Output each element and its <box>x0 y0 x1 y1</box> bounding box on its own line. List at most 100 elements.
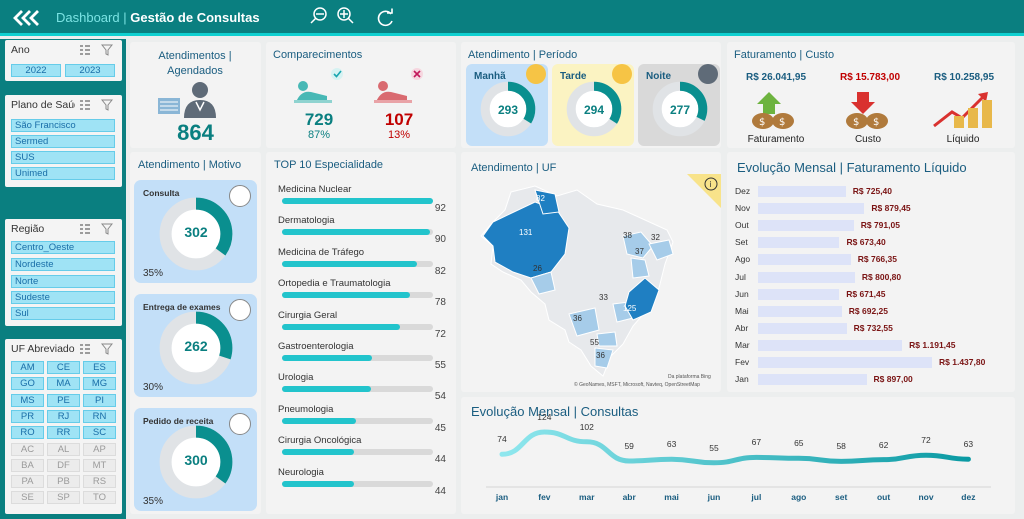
slicer-item[interactable]: RO <box>11 426 44 440</box>
slicer-item[interactable]: AL <box>47 442 80 456</box>
faturamento-value: R$ 26.041,95 <box>745 72 807 83</box>
revenue-bar <box>758 288 840 300</box>
slicer-item[interactable]: MS <box>11 393 44 407</box>
card-title: Atendimento | UF <box>471 162 557 174</box>
revenue-row[interactable]: Fev R$ 1.437,80 <box>735 357 1015 370</box>
slicer-item[interactable]: RS <box>83 475 116 489</box>
custo-value: R$ 15.783,00 <box>839 72 901 83</box>
specialty-row[interactable]: Neurologia 44 <box>278 467 448 497</box>
revenue-value: R$ 1.191,45 <box>909 339 956 350</box>
data-label: 67 <box>751 437 762 448</box>
slicer-item[interactable]: SE <box>11 491 44 505</box>
motivo-tile[interactable]: Entrega de exames 262 30% <box>134 294 257 397</box>
slicer-item[interactable]: SP <box>47 491 80 505</box>
slicer-item[interactable]: CE <box>47 361 80 374</box>
slicer-item[interactable]: Centro_Oeste <box>11 241 115 254</box>
revenue-row[interactable]: Set R$ 673,40 <box>735 237 1015 250</box>
slicer-item[interactable]: Sermed <box>11 135 115 148</box>
revenue-row[interactable]: Mai R$ 692,25 <box>735 305 1015 319</box>
specialty-value: 90 <box>434 234 446 246</box>
x-tick-label: jun <box>707 492 721 502</box>
clear-filter-icon[interactable] <box>101 223 113 235</box>
revenue-row[interactable]: Jul R$ 800,80 <box>735 271 1015 285</box>
revenue-value: R$ 879,45 <box>871 203 911 214</box>
slicer-item[interactable]: PR <box>11 409 44 423</box>
revenue-row[interactable]: Abr R$ 732,55 <box>735 322 1015 336</box>
slicer-item[interactable]: PI <box>83 393 116 407</box>
x-tick-label: jul <box>751 492 762 502</box>
specialty-row[interactable]: Cirurgia Geral 72 <box>278 310 448 340</box>
slicer-item[interactable]: São Francisco <box>11 119 115 132</box>
specialty-row[interactable]: Medicina de Tráfego 82 <box>278 247 448 277</box>
slicer-item[interactable]: AM <box>11 361 44 374</box>
slicer-item[interactable]: GO <box>11 377 44 391</box>
revenue-bar <box>758 322 847 334</box>
slicer-item[interactable]: Sul <box>11 307 115 320</box>
revenue-row[interactable]: Jun R$ 671,45 <box>735 288 1015 302</box>
revenue-row[interactable]: Out R$ 791,05 <box>735 220 1015 233</box>
slicer-item[interactable]: ES <box>83 361 116 374</box>
revenue-row[interactable]: Jan R$ 897,00 <box>735 374 1015 387</box>
revenue-row[interactable]: Mar R$ 1.191,45 <box>735 339 1015 353</box>
month-label: Jul <box>735 271 746 282</box>
slicer-item[interactable]: Nordeste <box>11 258 115 271</box>
slicer-item[interactable]: PE <box>47 393 80 407</box>
present-patient-icon <box>294 68 343 103</box>
slicer-item[interactable]: AC <box>11 442 44 456</box>
specialty-row[interactable]: Gastroenterologia 55 <box>278 341 448 371</box>
multi-select-icon[interactable] <box>79 44 91 56</box>
map-label: 38 <box>623 231 632 240</box>
slicer-item[interactable]: TO <box>83 491 116 505</box>
slicer-item[interactable]: SUS <box>11 151 115 164</box>
specialty-row[interactable]: Urologia 54 <box>278 372 448 403</box>
slicer-item[interactable]: MG <box>83 377 116 391</box>
slicer-item[interactable]: RR <box>47 426 80 440</box>
slicer-item[interactable]: DF <box>47 458 80 472</box>
motivo-label: Consulta <box>143 188 180 198</box>
clear-filter-icon[interactable] <box>101 99 113 111</box>
specialty-value: 54 <box>434 391 446 403</box>
slicer-item[interactable]: 2022 <box>11 64 61 77</box>
motivo-value: 302 <box>184 224 208 240</box>
slicer-item[interactable]: RJ <box>47 409 80 423</box>
clear-filter-icon[interactable] <box>101 343 113 355</box>
specialty-row[interactable]: Cirurgia Oncológica 44 <box>278 435 448 465</box>
data-label: 124 <box>537 412 552 422</box>
bar-fill <box>282 229 430 236</box>
collapse-menu-icon[interactable] <box>13 9 43 27</box>
multi-select-icon[interactable] <box>79 223 91 235</box>
multi-select-icon[interactable] <box>79 343 91 355</box>
specialty-row[interactable]: Ortopedia e Traumatologia 78 <box>278 278 448 308</box>
revenue-row[interactable]: Ago R$ 766,35 <box>735 254 1015 267</box>
specialty-row[interactable]: Dermatologia 90 <box>278 215 448 246</box>
bar-fill <box>282 417 356 424</box>
zoom-in-icon[interactable] <box>335 6 355 26</box>
brazil-map[interactable] <box>473 180 683 380</box>
slicer-item[interactable]: RN <box>83 409 116 423</box>
slicer-item[interactable]: PA <box>11 475 44 489</box>
motivo-tile[interactable]: Pedido de receita 300 35% <box>134 408 257 511</box>
refresh-icon[interactable] <box>376 8 396 28</box>
slicer-item[interactable]: MA <box>47 377 80 391</box>
specialty-row[interactable]: Medicina Nuclear 92 <box>278 184 448 214</box>
slicer-item[interactable]: AP <box>83 442 116 456</box>
period-tile[interactable]: Tarde 294 <box>552 64 634 146</box>
slicer-item[interactable]: BA <box>11 458 44 472</box>
slicer-item[interactable]: Unimed <box>11 167 115 180</box>
info-badge-icon[interactable]: i <box>687 174 721 208</box>
slicer-item[interactable]: Sudeste <box>11 291 115 304</box>
specialty-row[interactable]: Pneumologia 45 <box>278 404 448 434</box>
slicer-item[interactable]: 2023 <box>65 64 115 77</box>
revenue-value: R$ 673,40 <box>846 237 886 248</box>
slicer-item[interactable]: SC <box>83 426 116 440</box>
multi-select-icon[interactable] <box>79 99 91 111</box>
revenue-row[interactable]: Dez R$ 725,40 <box>735 186 1015 199</box>
zoom-out-icon[interactable] <box>309 6 329 26</box>
map-label: 82 <box>536 194 545 203</box>
slicer-item[interactable]: PB <box>47 475 80 489</box>
clear-filter-icon[interactable] <box>101 44 113 56</box>
motivo-tile[interactable]: Consulta 302 35% <box>134 180 257 283</box>
revenue-row[interactable]: Nov R$ 879,45 <box>735 203 1015 216</box>
slicer-item[interactable]: Norte <box>11 275 115 288</box>
slicer-item[interactable]: MT <box>83 458 116 472</box>
